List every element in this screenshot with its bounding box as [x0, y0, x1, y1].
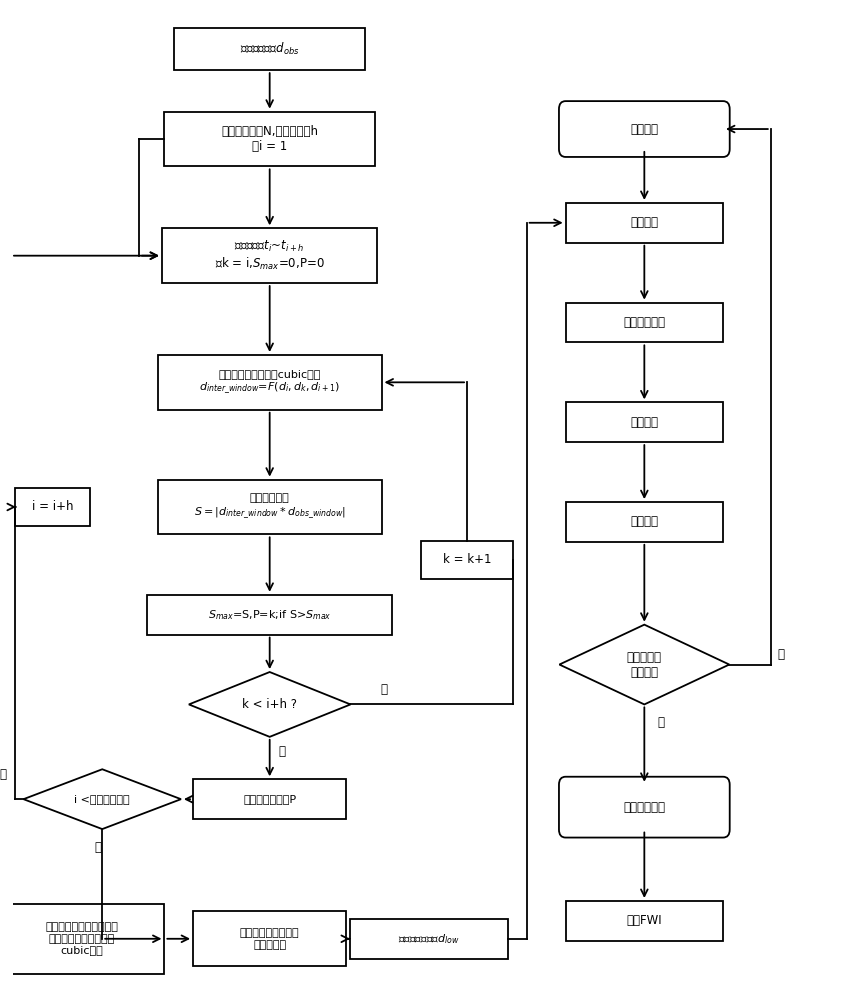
- Text: 保存最优采样点P: 保存最优采样点P: [243, 794, 296, 804]
- FancyBboxPatch shape: [158, 480, 382, 534]
- FancyBboxPatch shape: [15, 488, 90, 526]
- Polygon shape: [560, 625, 729, 704]
- Polygon shape: [189, 672, 351, 737]
- Text: 地表观测数据$d_{obs}$: 地表观测数据$d_{obs}$: [240, 41, 299, 57]
- FancyBboxPatch shape: [559, 777, 730, 838]
- Text: 是否达到停
止标准？: 是否达到停 止标准？: [627, 651, 662, 679]
- Text: 是: 是: [380, 683, 387, 696]
- FancyBboxPatch shape: [566, 502, 723, 542]
- FancyBboxPatch shape: [193, 911, 346, 966]
- Text: k = k+1: k = k+1: [443, 553, 491, 566]
- FancyBboxPatch shape: [566, 203, 723, 243]
- Text: i <采样总点数？: i <采样总点数？: [74, 794, 130, 804]
- FancyBboxPatch shape: [422, 541, 513, 579]
- Text: 更新模型: 更新模型: [631, 515, 658, 528]
- FancyBboxPatch shape: [164, 112, 375, 166]
- Text: 是: 是: [658, 716, 664, 729]
- FancyBboxPatch shape: [162, 228, 378, 283]
- Text: 否: 否: [94, 841, 102, 854]
- Text: 输出插值结果：$d_{low}$: 输出插值结果：$d_{low}$: [398, 932, 459, 946]
- FancyBboxPatch shape: [566, 901, 723, 941]
- Polygon shape: [24, 769, 181, 829]
- Text: 倒置背景模型: 倒置背景模型: [623, 801, 665, 814]
- Text: 是: 是: [0, 768, 6, 781]
- FancyBboxPatch shape: [148, 595, 392, 635]
- Text: 否: 否: [777, 648, 784, 661]
- Text: 数据处理，数据滤波
到目标频段: 数据处理，数据滤波 到目标频段: [240, 928, 299, 950]
- FancyBboxPatch shape: [175, 28, 365, 70]
- FancyBboxPatch shape: [158, 355, 382, 410]
- Text: 将数据划分为N,时窗宽度为h
令i = 1: 将数据划分为N,时窗宽度为h 令i = 1: [221, 125, 318, 153]
- Text: 初始模型: 初始模型: [631, 123, 658, 136]
- Text: 计算相关值：
$S=|d_{inter\_window}*d_{obs\_window}|$: 计算相关值： $S=|d_{inter\_window}*d_{obs\_win…: [194, 493, 346, 521]
- Text: i = i+h: i = i+h: [32, 500, 73, 513]
- FancyBboxPatch shape: [0, 904, 164, 974]
- Text: 否: 否: [279, 745, 286, 758]
- FancyBboxPatch shape: [566, 402, 723, 442]
- Text: k < i+h ?: k < i+h ?: [242, 698, 298, 711]
- FancyBboxPatch shape: [559, 101, 730, 157]
- Text: 计算步长: 计算步长: [631, 416, 658, 429]
- Text: 选择时窗：$t_i$~$t_{i+h}$
令k = i,$S_{max}$=0,P=0: 选择时窗：$t_i$~$t_{i+h}$ 令k = i,$S_{max}$=0,…: [215, 239, 325, 272]
- Text: 当前模型: 当前模型: [631, 216, 658, 229]
- Text: $S_{max}$=S,P=k;if S>$S_{max}$: $S_{max}$=S,P=k;if S>$S_{max}$: [208, 608, 331, 622]
- FancyBboxPatch shape: [566, 303, 723, 342]
- Text: 对三点在时窗内进行cubic插值
$d_{inter\_window}$=$F(d_i,d_k,d_{i+1})$: 对三点在时窗内进行cubic插值 $d_{inter\_window}$=$F(…: [199, 369, 341, 396]
- Text: 时移法求梯度: 时移法求梯度: [623, 316, 665, 329]
- FancyBboxPatch shape: [350, 919, 507, 959]
- Text: 最优采样点与时窗边界采
样点结合对整个道进行
cubic插值: 最优采样点与时窗边界采 样点结合对整个道进行 cubic插值: [45, 922, 118, 955]
- FancyBboxPatch shape: [193, 779, 346, 819]
- Text: 传统FWI: 传统FWI: [626, 914, 662, 927]
